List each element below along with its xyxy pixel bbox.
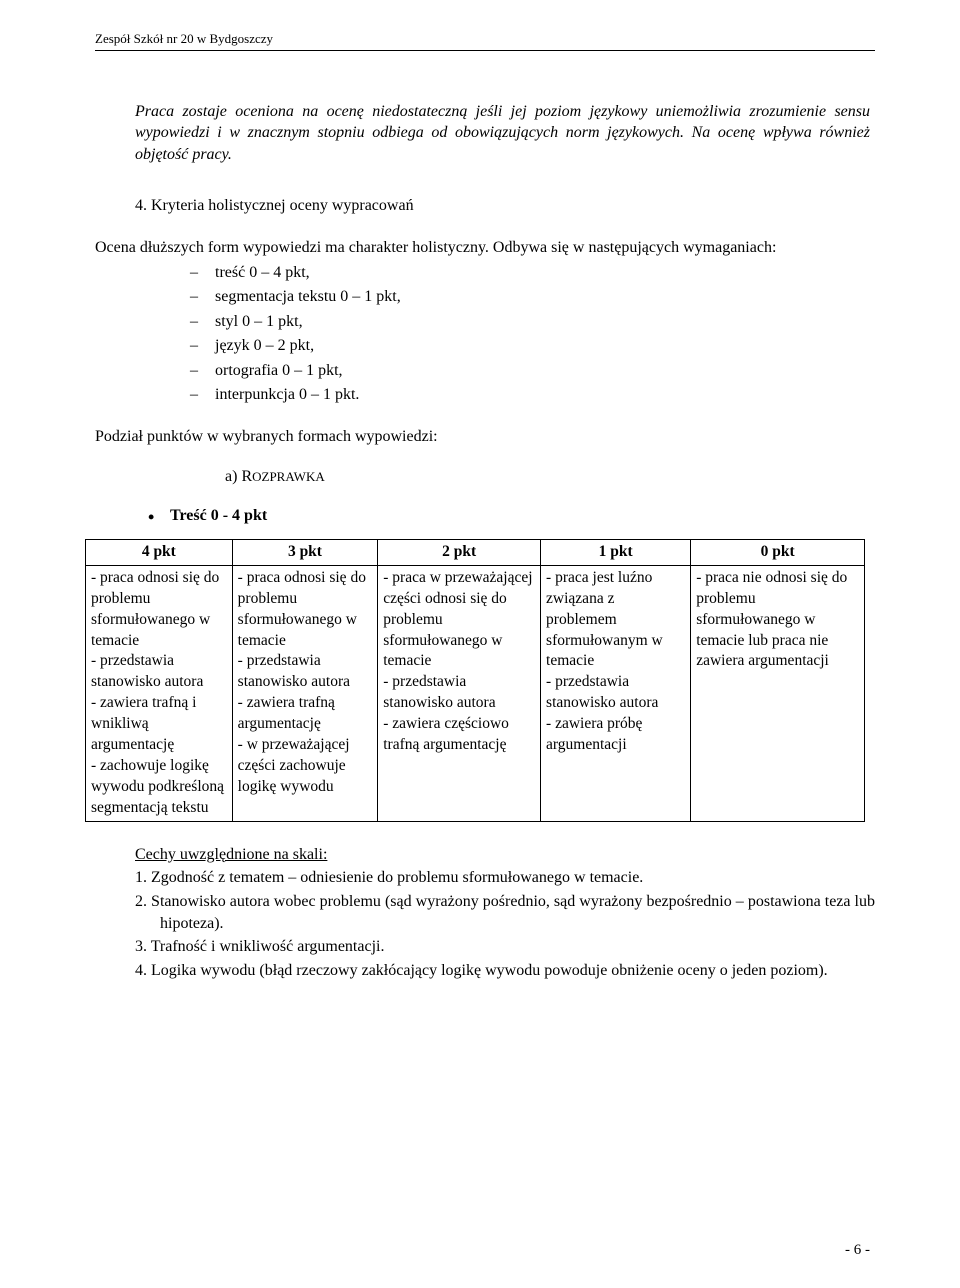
page-header: Zespół Szkół nr 20 w Bydgoszczy: [95, 30, 875, 51]
notes-item: 4. Logika wywodu (błąd rzeczowy zakłócaj…: [135, 960, 875, 982]
notes-heading: Cechy uwzględnione na skali:: [135, 844, 875, 866]
notes-heading-text: Cechy uwzględnione na skali:: [135, 846, 327, 863]
bullet-heading: Treść 0 - 4 pkt: [170, 505, 875, 527]
sub-paragraph: Podział punktów w wybranych formach wypo…: [95, 426, 875, 448]
criteria-item: styl 0 – 1 pkt,: [215, 311, 875, 333]
table-header: 1 pkt: [541, 539, 691, 565]
table-row: - praca odnosi się do problemu sformułow…: [86, 565, 865, 821]
notes-item: 3. Trafność i wnikliwość argumentacji.: [135, 936, 875, 958]
table-cell: - praca odnosi się do problemu sformułow…: [232, 565, 378, 821]
notes-item: 1. Zgodność z tematem – odniesienie do p…: [135, 867, 875, 889]
table-header: 3 pkt: [232, 539, 378, 565]
alpha-label: a): [225, 468, 241, 485]
page-number: - 6 -: [845, 1240, 870, 1260]
notes-list: 1. Zgodność z tematem – odniesienie do p…: [135, 867, 875, 981]
table-cell: - praca w przeważającej części odnosi si…: [378, 565, 541, 821]
alpha-prefix: R: [241, 468, 252, 485]
alpha-item: a) ROZPRAWKA: [225, 466, 875, 488]
table-cell: - praca odnosi się do problemu sformułow…: [86, 565, 233, 821]
table-header: 4 pkt: [86, 539, 233, 565]
criteria-item: segmentacja tekstu 0 – 1 pkt,: [215, 286, 875, 308]
italic-intro: Praca zostaje oceniona na ocenę niedosta…: [135, 101, 870, 166]
table-cell: - praca jest luźno związana z problemem …: [541, 565, 691, 821]
criteria-item: interpunkcja 0 – 1 pkt.: [215, 384, 875, 406]
criteria-item: treść 0 – 4 pkt,: [215, 262, 875, 284]
table-header: 2 pkt: [378, 539, 541, 565]
notes-item: 2. Stanowisko autora wobec problemu (sąd…: [135, 891, 875, 934]
criteria-list: treść 0 – 4 pkt, segmentacja tekstu 0 – …: [215, 262, 875, 407]
table-cell: - praca nie odnosi się do problemu sform…: [691, 565, 865, 821]
intro-paragraph: Ocena dłuższych form wypowiedzi ma chara…: [95, 237, 875, 259]
criteria-item: ortografia 0 – 1 pkt,: [215, 360, 875, 382]
section-heading: 4. Kryteria holistycznej oceny wypracowa…: [135, 195, 875, 217]
table-header-row: 4 pkt 3 pkt 2 pkt 1 pkt 0 pkt: [86, 539, 865, 565]
alpha-rest: OZPRAWKA: [252, 469, 325, 484]
rubric-table: 4 pkt 3 pkt 2 pkt 1 pkt 0 pkt - praca od…: [85, 539, 865, 822]
table-header: 0 pkt: [691, 539, 865, 565]
criteria-item: język 0 – 2 pkt,: [215, 335, 875, 357]
